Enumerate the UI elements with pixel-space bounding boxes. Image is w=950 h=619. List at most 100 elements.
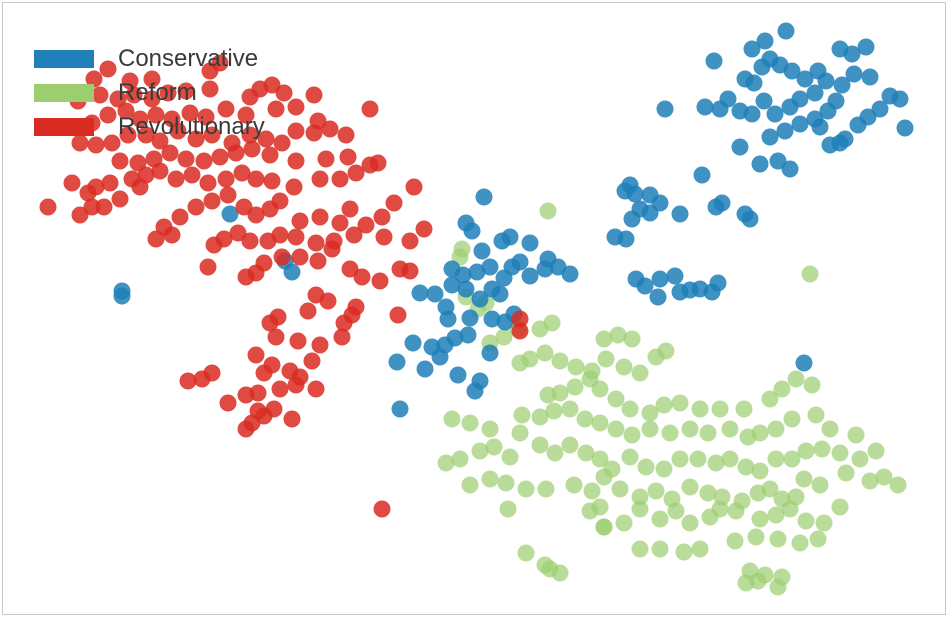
point-conservative-21 <box>411 284 429 302</box>
point-reform-22 <box>591 498 609 516</box>
point-reform-86 <box>797 442 815 460</box>
point-conservative-110 <box>845 65 863 83</box>
point-reform-92 <box>443 410 461 428</box>
point-revolutionary-139 <box>131 110 149 128</box>
point-revolutionary-61 <box>375 228 393 246</box>
point-revolutionary-60 <box>357 216 375 234</box>
point-revolutionary-129 <box>241 126 259 144</box>
point-revolutionary-102 <box>331 170 349 188</box>
point-reform-99 <box>576 410 594 428</box>
point-reform-64 <box>451 450 469 468</box>
legend: Conservative Reform Revolutionary <box>34 45 265 140</box>
point-revolutionary-115 <box>261 146 279 164</box>
point-revolutionary-96 <box>217 170 235 188</box>
point-revolutionary-24 <box>311 336 329 354</box>
point-revolutionary-45 <box>371 272 389 290</box>
point-reform-20 <box>615 514 633 532</box>
point-reform-16 <box>769 530 787 548</box>
point-conservative-90 <box>827 92 845 110</box>
point-revolutionary-99 <box>263 172 281 190</box>
point-reform-137 <box>597 350 615 368</box>
point-reform-83 <box>751 462 769 480</box>
point-conservative-42 <box>473 242 491 260</box>
point-revolutionary-87 <box>385 194 403 212</box>
point-reform-56 <box>787 488 805 506</box>
point-reform-93 <box>461 414 479 432</box>
point-conservative-27 <box>491 285 509 303</box>
point-conservative-2 <box>391 400 409 418</box>
point-conservative-29 <box>454 266 472 284</box>
point-revolutionary-121 <box>103 134 121 152</box>
point-conservative-96 <box>896 119 914 137</box>
point-revolutionary-118 <box>339 148 357 166</box>
point-revolutionary-122 <box>119 126 137 144</box>
point-revolutionary-35 <box>199 258 217 276</box>
point-reform-14 <box>726 532 744 550</box>
point-revolutionary-17 <box>263 356 281 374</box>
point-reform-134 <box>551 352 569 370</box>
point-revolutionary-64 <box>39 198 57 216</box>
point-revolutionary-22 <box>267 328 285 346</box>
point-conservative-45 <box>475 188 493 206</box>
point-revolutionary-6 <box>283 410 301 428</box>
point-revolutionary-4 <box>249 402 267 420</box>
point-reform-46 <box>631 488 649 506</box>
point-revolutionary-109 <box>161 144 179 162</box>
point-reform-147 <box>595 330 613 348</box>
point-reform-36 <box>499 500 517 518</box>
point-reform-61 <box>875 468 893 486</box>
point-conservative-39 <box>539 250 557 268</box>
point-reform-43 <box>583 482 601 500</box>
point-revolutionary-142 <box>181 104 199 122</box>
legend-label-conservative: Conservative <box>118 45 258 72</box>
point-revolutionary-40 <box>291 248 309 266</box>
point-reform-13 <box>691 540 709 558</box>
point-conservative-30 <box>468 263 486 281</box>
point-revolutionary-84 <box>331 214 349 232</box>
point-reform-104 <box>661 424 679 442</box>
point-revolutionary-59 <box>345 226 363 244</box>
point-revolutionary-167 <box>211 54 229 72</box>
point-reform-72 <box>577 444 595 462</box>
point-reform-87 <box>813 440 831 458</box>
point-revolutionary-27 <box>269 308 287 326</box>
point-reform-101 <box>607 420 625 438</box>
point-reform-74 <box>603 460 621 478</box>
point-revolutionary-147 <box>287 98 305 116</box>
point-reform-26 <box>681 514 699 532</box>
point-revolutionary-131 <box>273 134 291 152</box>
point-revolutionary-98 <box>247 170 265 188</box>
point-revolutionary-82 <box>291 212 309 230</box>
point-revolutionary-67 <box>95 198 113 216</box>
point-reform-126 <box>735 400 753 418</box>
point-reform-109 <box>751 424 769 442</box>
point-conservative-24 <box>457 280 475 298</box>
point-conservative-54 <box>666 267 684 285</box>
point-conservative-122 <box>756 32 774 50</box>
point-reform-65 <box>471 442 489 460</box>
point-revolutionary-58 <box>325 232 343 250</box>
point-reform-37 <box>461 476 479 494</box>
point-reform-58 <box>811 476 829 494</box>
point-reform-45 <box>611 480 629 498</box>
point-reform-132 <box>521 350 539 368</box>
point-reform-82 <box>737 458 755 476</box>
point-revolutionary-128 <box>223 134 241 152</box>
point-revolutionary-105 <box>369 154 387 172</box>
point-conservative-97 <box>656 100 674 118</box>
point-reform-124 <box>691 400 709 418</box>
point-conservative-58 <box>709 274 727 292</box>
point-conservative-38 <box>561 265 579 283</box>
point-conservative-12 <box>446 329 464 347</box>
point-conservative-23 <box>443 276 461 294</box>
point-revolutionary-12 <box>307 380 325 398</box>
point-revolutionary-48 <box>147 230 165 248</box>
point-conservative-46 <box>493 232 511 250</box>
point-revolutionary-135 <box>337 126 355 144</box>
point-revolutionary-160 <box>275 84 293 102</box>
point-revolutionary-62 <box>401 232 419 250</box>
point-reform-136 <box>583 362 601 380</box>
point-reform-69 <box>531 436 549 454</box>
point-reform-78 <box>671 450 689 468</box>
legend-label-reform: Reform <box>118 79 197 106</box>
